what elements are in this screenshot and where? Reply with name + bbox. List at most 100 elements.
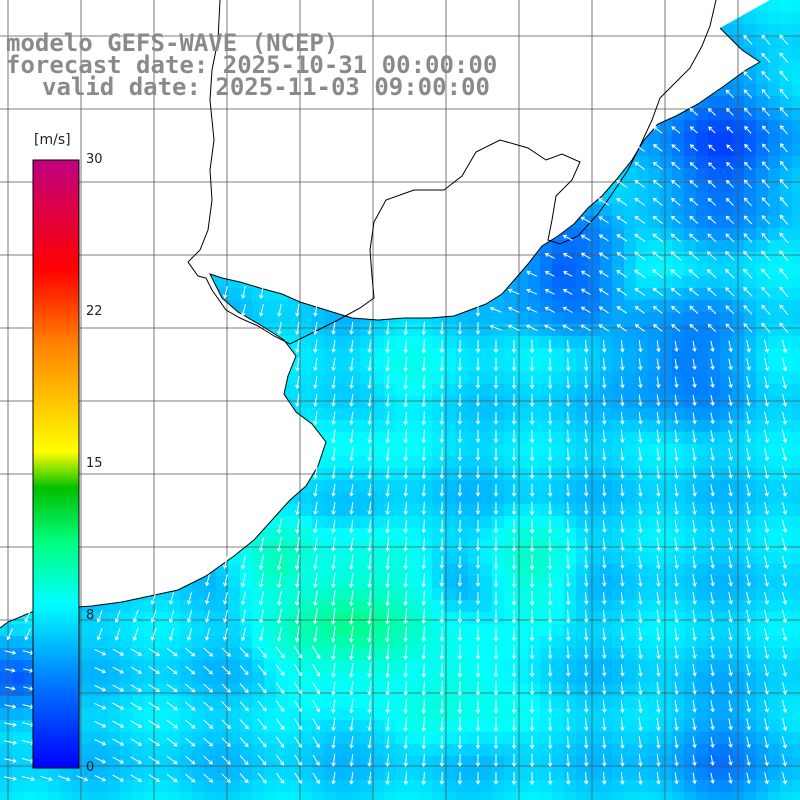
wind-arrow [689,323,699,332]
wind-cell [756,504,768,516]
wind-cell [708,420,720,432]
wind-cell [252,444,264,456]
wind-cell [492,720,504,732]
wind-cell [108,108,120,120]
wind-cell [648,696,660,708]
wind-cell [300,132,312,144]
wind-cell [708,492,720,504]
wind-cell [204,108,216,120]
wind-cell [192,588,204,600]
wind-cell [300,720,312,732]
wind-cell [780,696,792,708]
wind-cell [324,348,336,360]
wind-cell [216,144,228,156]
wind-arrow [349,447,354,462]
wind-arrow [670,251,682,261]
wind-cell [516,516,528,528]
wind-cell [216,408,228,420]
wind-cell [36,12,48,24]
wind-cell [648,672,660,684]
wind-cell [180,780,192,792]
wind-arrow [634,197,646,206]
wind-cell [768,540,780,552]
wind-cell [540,336,552,348]
wind-cell [456,516,468,528]
wind-cell [0,108,12,120]
wind-cell [204,192,216,204]
wind-cell [768,588,780,600]
wind-cell [768,72,780,84]
wind-cell [576,372,588,384]
wind-cell [300,564,312,576]
wind-cell [24,768,36,780]
wind-arrow [707,179,716,188]
wind-cell [108,192,120,204]
wind-cell [360,108,372,120]
wind-cell [276,300,288,312]
wind-cell [420,432,432,444]
wind-cell [408,360,420,372]
wind-cell [216,492,228,504]
wind-cell [660,684,672,696]
wind-arrow [707,108,716,116]
wind-arrow [493,429,499,444]
wind-arrow [779,268,789,280]
wind-arrow [544,252,555,259]
wind-cell [648,732,660,744]
wind-cell [588,480,600,492]
wind-cell [612,480,624,492]
wind-cell [168,252,180,264]
wind-cell [576,144,588,156]
wind-cell [228,336,240,348]
wind-cell [372,348,384,360]
wind-cell [12,324,24,336]
wind-cell [756,576,768,588]
wind-arrow [726,162,734,170]
wind-arrow [779,250,789,262]
wind-cell [768,336,780,348]
wind-cell [576,240,588,252]
wind-cell [672,636,684,648]
wind-arrow [457,393,463,407]
wind-cell [324,120,336,132]
wind-cell [576,168,588,180]
wind-cell [156,132,168,144]
wind-cell [576,696,588,708]
wind-arrow [671,126,681,134]
wind-cell [792,300,800,312]
wind-cell [300,516,312,528]
wind-arrow [761,304,771,315]
wind-arrow [598,198,610,206]
wind-cell [612,336,624,348]
wind-cell [636,480,648,492]
wind-cell [156,432,168,444]
wind-cell [348,684,360,696]
wind-cell [120,588,132,600]
wind-arrow [779,106,789,117]
wind-cell [96,684,108,696]
wind-cell [684,708,696,720]
wind-cell [228,384,240,396]
wind-cell [396,588,408,600]
wind-cell [648,612,660,624]
wind-arrow [710,412,715,425]
wind-cell [336,552,348,564]
wind-cell [468,696,480,708]
wind-cell [372,408,384,420]
wind-cell [180,684,192,696]
wind-arrow [707,323,717,332]
wind-cell [468,228,480,240]
wind-arrow [674,501,679,516]
wind-cell [636,300,648,312]
wind-cell [588,144,600,156]
wind-cell [588,624,600,636]
wind-cell [600,720,612,732]
wind-cell [84,648,96,660]
wind-cell [672,192,684,204]
wind-cell [0,0,12,12]
wind-cell [744,768,756,780]
wind-cell [240,504,252,516]
wind-cell [588,384,600,396]
wind-cell [684,492,696,504]
wind-arrow [764,465,770,480]
